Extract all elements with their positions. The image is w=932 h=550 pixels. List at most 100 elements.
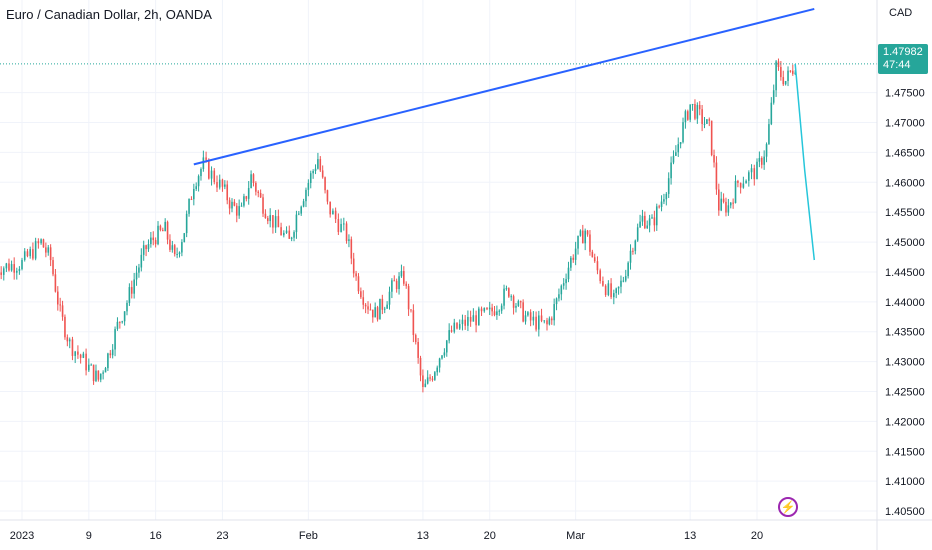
candle-body	[515, 305, 517, 308]
candle-body	[777, 61, 780, 68]
candle-body	[302, 201, 305, 207]
x-tick-label: 20	[751, 530, 763, 542]
candle-body	[188, 199, 190, 214]
candle-body	[672, 155, 675, 163]
candle-body	[29, 249, 31, 257]
candle-body	[97, 370, 100, 380]
candle-body	[109, 353, 112, 356]
candle-body	[532, 316, 535, 321]
candle-body	[424, 383, 427, 388]
candle-body	[8, 263, 10, 271]
candle-body	[713, 155, 715, 163]
candle-body	[181, 242, 183, 253]
candle-body	[324, 177, 326, 191]
candle-body	[319, 159, 322, 171]
candle-body	[414, 335, 417, 342]
candle-body	[45, 247, 47, 253]
candle-body	[770, 102, 773, 125]
candle-body	[620, 280, 622, 287]
candle-body	[337, 219, 340, 232]
candle-body	[748, 172, 750, 181]
candle-body	[360, 291, 362, 298]
candle-body	[197, 176, 200, 187]
y-tick-label: 1.43500	[885, 327, 925, 339]
candle-body	[259, 193, 262, 198]
candle-body	[565, 279, 567, 284]
candle-body	[116, 321, 119, 329]
candle-body	[272, 215, 274, 228]
x-tick-label: Feb	[299, 530, 318, 542]
candle-body	[760, 158, 763, 165]
candle-body	[562, 283, 565, 286]
candle-body	[371, 309, 374, 318]
candle-body	[280, 227, 282, 236]
candle-body	[250, 174, 252, 189]
candle-body	[59, 304, 61, 306]
candle-body	[71, 339, 74, 356]
candle-body	[782, 77, 785, 85]
candle-body	[142, 245, 145, 255]
candle-body	[305, 189, 307, 202]
candle-body	[0, 272, 2, 275]
candle-body	[708, 119, 711, 121]
candle-body	[193, 188, 195, 200]
candle-body	[480, 308, 483, 312]
candle-body	[56, 291, 59, 305]
candle-body	[475, 315, 477, 326]
candle-body	[269, 215, 271, 222]
candle-body	[135, 272, 138, 280]
candle-body	[10, 264, 13, 271]
candle-body	[632, 250, 634, 252]
candle-body	[79, 354, 82, 358]
candle-body	[205, 157, 207, 160]
candle-body	[555, 298, 558, 305]
candle-body	[548, 318, 551, 325]
candle-body	[458, 324, 461, 329]
candle-body	[461, 319, 464, 325]
candle-body	[173, 245, 176, 255]
chart-title: Euro / Canadian Dollar, 2h, OANDA	[6, 7, 212, 22]
candle-body	[663, 199, 665, 202]
candle-body	[32, 249, 34, 259]
candle-body	[739, 182, 742, 188]
candle-body	[691, 104, 694, 106]
candle-body	[13, 264, 15, 273]
candle-body	[309, 173, 312, 184]
candle-body	[434, 372, 436, 380]
candle-body	[448, 330, 450, 341]
candle-body	[245, 196, 248, 199]
candle-body	[195, 186, 198, 189]
candle-body	[441, 355, 443, 359]
lightning-icon[interactable]: ⚡	[778, 497, 798, 517]
y-tick-label: 1.45000	[885, 237, 925, 249]
candle-body	[617, 286, 620, 289]
candle-body	[357, 276, 360, 292]
candle-body	[213, 170, 216, 183]
y-tick-label: 1.47000	[885, 118, 925, 130]
candle-body	[431, 378, 434, 380]
candle-body	[166, 221, 169, 240]
candle-body	[178, 252, 181, 255]
candle-body	[422, 375, 424, 388]
candle-body	[453, 322, 456, 332]
candle-body	[102, 372, 104, 374]
candle-body	[169, 239, 171, 250]
candle-body	[500, 305, 503, 311]
candle-body	[540, 315, 543, 321]
candle-body	[300, 206, 303, 214]
candle-body	[49, 247, 52, 261]
x-tick-label: Mar	[566, 530, 585, 542]
candle-body	[190, 199, 193, 201]
candle-body	[376, 307, 379, 320]
candle-body	[543, 320, 546, 322]
candle-body	[426, 377, 429, 384]
candle-body	[488, 307, 491, 310]
candle-body	[522, 302, 524, 322]
candle-body	[5, 263, 8, 269]
candle-body	[348, 239, 350, 241]
candle-body	[706, 119, 708, 124]
candle-body	[247, 188, 250, 199]
candle-body	[314, 168, 317, 171]
